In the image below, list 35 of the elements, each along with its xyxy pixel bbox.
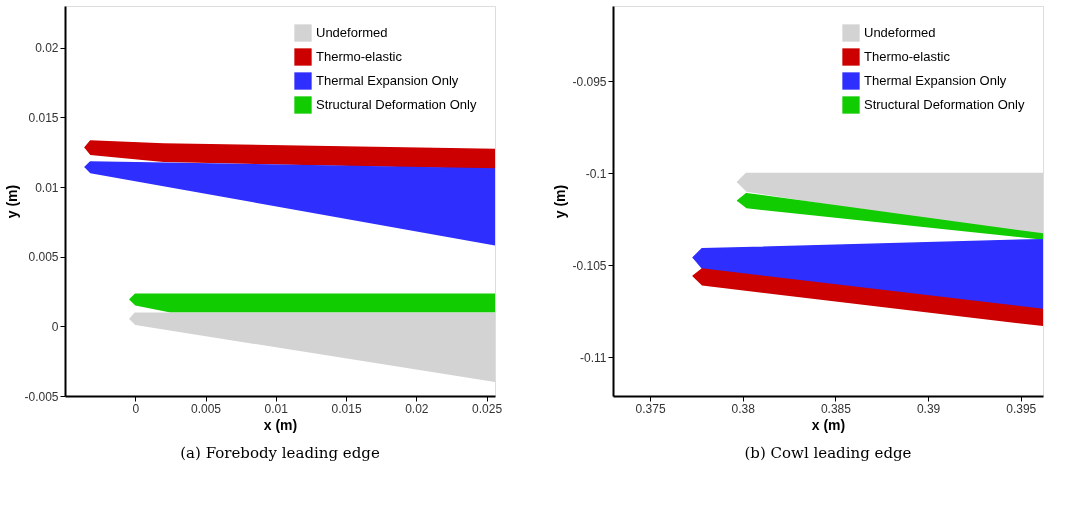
y-tick-label: -0.105 bbox=[572, 258, 607, 273]
y-tick-label: 0 bbox=[51, 319, 59, 334]
x-axis-title: x (m) bbox=[263, 416, 298, 433]
x-tick-label: 0 bbox=[132, 401, 140, 416]
x-tick-label: 0.375 bbox=[635, 401, 666, 416]
y-axis-title: y (m) bbox=[552, 184, 569, 219]
y-tick-label: -0.11 bbox=[580, 350, 607, 365]
x-tick-label: 0.385 bbox=[820, 401, 852, 416]
x-tick-label: 0.025 bbox=[472, 401, 503, 416]
x-tick-label: 0.01 bbox=[264, 401, 289, 416]
x-tick-label: 0.39 bbox=[916, 401, 941, 416]
x-tick-label: 0.395 bbox=[1006, 401, 1037, 416]
y-tick-label: -0.005 bbox=[24, 389, 59, 404]
legend-label: Thermo-elastic bbox=[864, 49, 951, 64]
legend-label: Thermal Expansion Only bbox=[316, 73, 459, 88]
x-tick-label: 0.02 bbox=[405, 401, 429, 416]
text: (a) Forebody leading edge bbox=[180, 444, 380, 462]
y-tick-label: 0.005 bbox=[28, 250, 59, 265]
x-tick-label: 0.015 bbox=[331, 401, 362, 416]
legend-label: Structural Deformation Only bbox=[864, 97, 1025, 112]
y-tick-label: 0.015 bbox=[28, 110, 59, 125]
legend-label: Undeformed bbox=[316, 25, 388, 40]
legend-label: Thermal Expansion Only bbox=[864, 73, 1007, 88]
y-tick-label: 0.02 bbox=[35, 41, 59, 56]
y-tick-label: 0.01 bbox=[35, 180, 59, 195]
x-axis-title: x (m) bbox=[811, 416, 846, 433]
x-tick-label: 0.38 bbox=[731, 401, 756, 416]
legend-label: Thermo-elastic bbox=[316, 49, 403, 64]
y-tick-label: -0.1 bbox=[585, 166, 607, 181]
legend-label: Undeformed bbox=[864, 25, 936, 40]
y-axis-title: y (m) bbox=[4, 184, 21, 219]
y-tick-label: -0.095 bbox=[572, 74, 607, 89]
x-tick-label: 0.005 bbox=[191, 401, 222, 416]
legend-label: Structural Deformation Only bbox=[316, 97, 477, 112]
text: (b) Cowl leading edge bbox=[744, 444, 912, 462]
